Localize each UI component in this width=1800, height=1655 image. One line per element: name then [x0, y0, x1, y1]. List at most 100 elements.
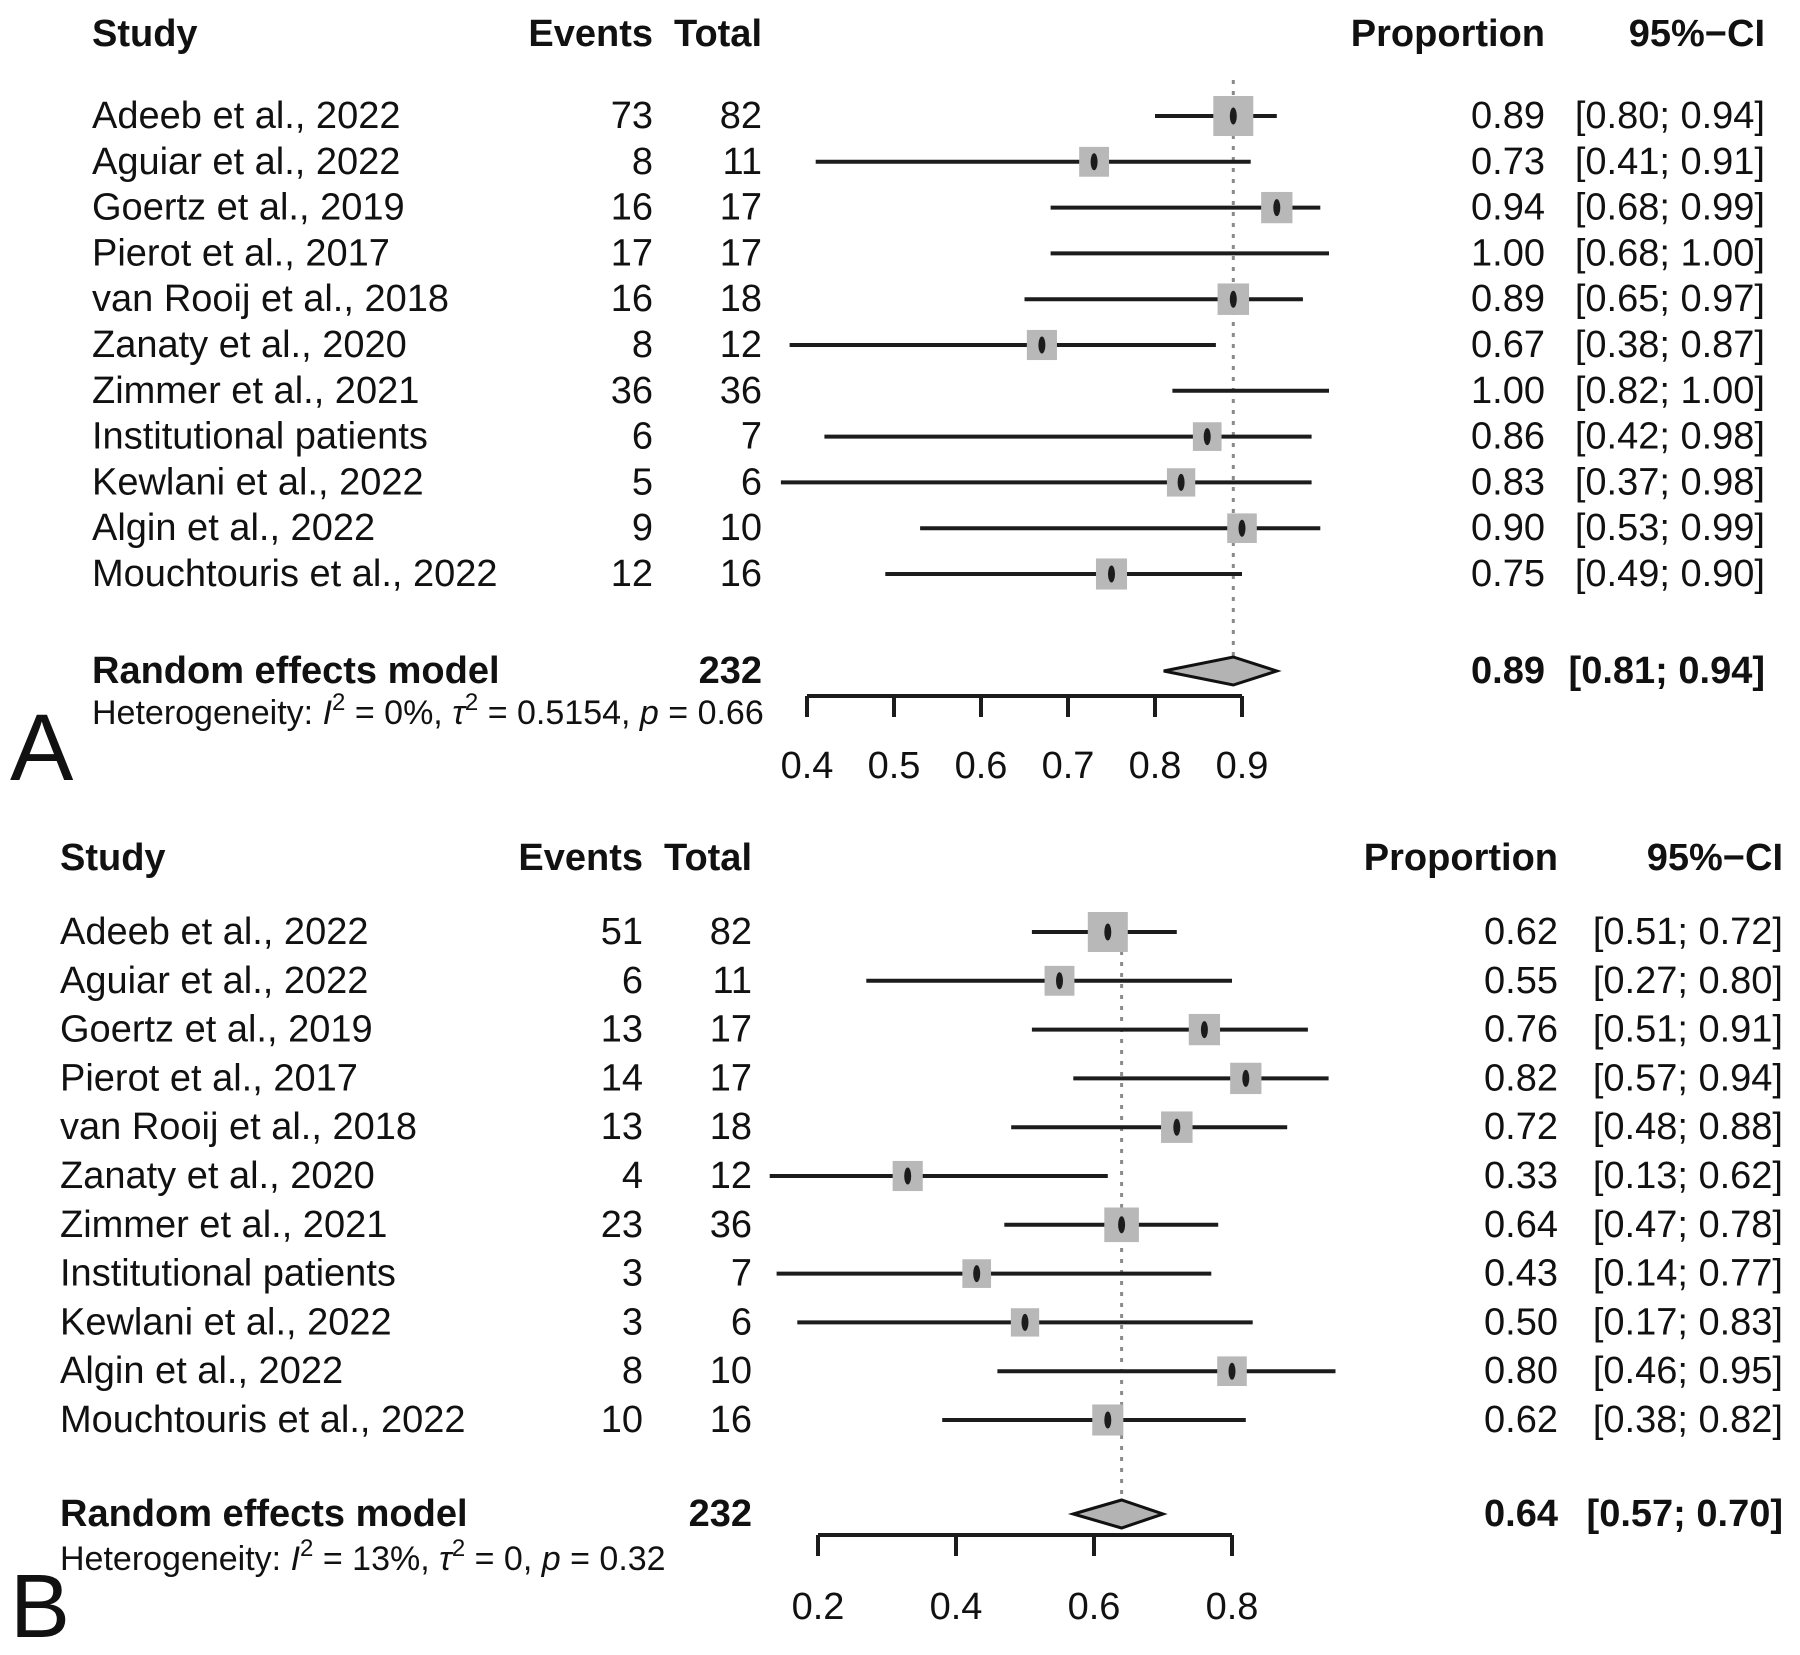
- column-header-ci: 95%−CI: [1629, 13, 1765, 55]
- total-value: 7: [731, 1253, 752, 1295]
- point-marker: [1203, 428, 1211, 446]
- study-label: Pierot et al., 2017: [92, 232, 390, 274]
- study-row: Kewlani et al., 2022 3 6 0.50 [0.17; 0.83]: [60, 1301, 1783, 1343]
- x-axis: 0.2 0.4 0.6 0.8: [792, 1533, 1259, 1628]
- total-value: 82: [720, 95, 762, 137]
- column-header-proportion: Proportion: [1351, 13, 1545, 55]
- events-value: 23: [601, 1204, 643, 1246]
- events-value: 4: [622, 1155, 643, 1197]
- study-label: van Rooij et al., 2018: [60, 1106, 417, 1148]
- total-value: 7: [741, 416, 762, 458]
- study-label: Kewlani et al., 2022: [92, 461, 424, 503]
- axis-tick-label: 0.8: [1206, 1586, 1259, 1628]
- proportion-value: 0.86: [1471, 416, 1545, 458]
- study-row: Institutional patients 6 7 0.86 [0.42; 0.98]: [92, 416, 1765, 458]
- axis-tick-label: 0.6: [955, 745, 1008, 787]
- study-label: Mouchtouris et al., 2022: [92, 553, 498, 595]
- study-label: Algin et al., 2022: [92, 507, 375, 549]
- study-row: Zanaty et al., 2020 8 12 0.67 [0.38; 0.87]: [92, 324, 1765, 366]
- events-value: 13: [601, 1106, 643, 1148]
- study-label: Institutional patients: [92, 416, 428, 458]
- forest-panel-b: Study Events Total Proportion 95%−CI Adeeb et…: [10, 837, 1783, 1655]
- study-row: Institutional patients 3 7 0.43 [0.14; 0.77]: [60, 1253, 1783, 1295]
- column-header-study: Study: [60, 837, 166, 879]
- total-value: 17: [710, 1009, 752, 1051]
- study-row: Goertz et al., 2019 13 17 0.76 [0.51; 0.91]: [60, 1009, 1783, 1051]
- panel-label: A: [10, 695, 74, 801]
- total-value: 12: [720, 324, 762, 366]
- ci-value: [0.47; 0.78]: [1593, 1204, 1783, 1246]
- total-value: 11: [713, 960, 752, 1002]
- study-row: Mouchtouris et al., 2022 10 16 0.62 [0.38; 0…: [60, 1399, 1783, 1441]
- events-value: 10: [601, 1399, 643, 1441]
- study-label: Adeeb et al., 2022: [60, 911, 368, 953]
- ci-value: [0.27; 0.80]: [1593, 960, 1783, 1002]
- proportion-value: 0.89: [1471, 95, 1545, 137]
- total-value: 18: [720, 278, 762, 320]
- study-label: Goertz et al., 2019: [92, 187, 405, 229]
- point-marker: [1090, 153, 1098, 171]
- ci-value: [0.48; 0.88]: [1593, 1106, 1783, 1148]
- point-marker: [1200, 1021, 1208, 1039]
- ci-value: [0.46; 0.95]: [1593, 1350, 1783, 1392]
- events-value: 3: [622, 1301, 643, 1343]
- events-value: 8: [632, 324, 653, 366]
- ci-value: [0.38; 0.82]: [1593, 1399, 1783, 1441]
- point-marker: [1021, 1313, 1029, 1331]
- events-value: 6: [622, 960, 643, 1002]
- total-value: 17: [720, 187, 762, 229]
- column-header-study: Study: [92, 13, 198, 55]
- study-label: Goertz et al., 2019: [60, 1009, 373, 1051]
- point-marker: [1104, 923, 1112, 941]
- study-label: Algin et al., 2022: [60, 1350, 343, 1392]
- forest-panel-a: Study Events Total Proportion 95%−CI Adeeb et…: [10, 13, 1765, 801]
- total-value: 17: [710, 1057, 752, 1099]
- events-value: 8: [632, 141, 653, 183]
- ci-value: [0.82; 1.00]: [1575, 370, 1765, 412]
- total-value: 10: [710, 1350, 752, 1392]
- total-value: 10: [720, 507, 762, 549]
- heterogeneity-text: Heterogeneity: I2 = 0%, τ2 = 0.5154, p =…: [92, 689, 764, 733]
- point-marker: [1229, 290, 1237, 308]
- ci-value: [0.38; 0.87]: [1575, 324, 1765, 366]
- study-row: van Rooij et al., 2018 13 18 0.72 [0.48; 0.8…: [60, 1106, 1783, 1148]
- column-header-total: Total: [674, 13, 762, 55]
- ci-value: [0.17; 0.83]: [1593, 1301, 1783, 1343]
- proportion-value: 0.75: [1471, 553, 1545, 595]
- events-value: 16: [611, 187, 653, 229]
- study-row: Pierot et al., 2017 17 17 1.00 [0.68; 1.00]: [92, 232, 1765, 274]
- events-value: 73: [611, 95, 653, 137]
- ci-value: [0.42; 0.98]: [1575, 416, 1765, 458]
- proportion-value: 0.72: [1484, 1106, 1558, 1148]
- study-row: Zanaty et al., 2020 4 12 0.33 [0.13; 0.62]: [60, 1155, 1783, 1197]
- ci-value: [0.14; 0.77]: [1593, 1253, 1783, 1295]
- study-row: Algin et al., 2022 8 10 0.80 [0.46; 0.95]: [60, 1350, 1783, 1392]
- ci-value: [0.37; 0.98]: [1575, 461, 1765, 503]
- proportion-value: 0.73: [1471, 141, 1545, 183]
- summary-label: Random effects model: [60, 1493, 468, 1535]
- axis-tick-label: 0.4: [930, 1586, 983, 1628]
- point-marker: [1108, 565, 1115, 583]
- axis-tick-label: 0.5: [868, 745, 921, 787]
- proportion-value: 0.80: [1484, 1350, 1558, 1392]
- study-row: Goertz et al., 2019 16 17 0.94 [0.68; 0.99]: [92, 187, 1765, 229]
- heterogeneity-text: Heterogeneity: I2 = 13%, τ2 = 0, p = 0.3…: [60, 1535, 666, 1579]
- summary-diamond: [1163, 655, 1282, 687]
- proportion-value: 0.50: [1484, 1301, 1558, 1343]
- proportion-value: 0.55: [1484, 960, 1558, 1002]
- events-value: 36: [611, 370, 653, 412]
- summary-label: Random effects model: [92, 650, 500, 692]
- point-marker: [904, 1167, 912, 1185]
- study-row: Kewlani et al., 2022 5 6 0.83 [0.37; 0.98]: [92, 461, 1765, 503]
- point-marker: [973, 1265, 981, 1283]
- x-axis: 0.4 0.5 0.6 0.7 0.8 0.9: [781, 694, 1268, 787]
- study-label: Adeeb et al., 2022: [92, 95, 400, 137]
- study-row: van Rooij et al., 2018 16 18 0.89 [0.65; 0.9…: [92, 278, 1765, 320]
- ci-value: [0.53; 0.99]: [1575, 507, 1765, 549]
- study-row: Zimmer et al., 2021 23 36 0.64 [0.47; 0.78]: [60, 1204, 1783, 1246]
- total-value: 82: [710, 911, 752, 953]
- summary-proportion: 0.64: [1484, 1493, 1558, 1535]
- study-label: Zanaty et al., 2020: [60, 1155, 375, 1197]
- summary-ci: [0.81; 0.94]: [1569, 650, 1765, 692]
- axis-tick-label: 0.8: [1129, 745, 1182, 787]
